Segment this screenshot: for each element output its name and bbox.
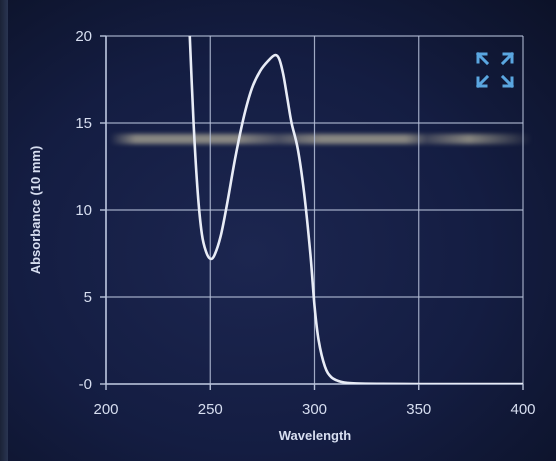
glare-reflection [110,134,532,144]
y-tick-labels: -0 5 10 15 20 [75,28,92,393]
y-tick-label: 10 [75,202,92,219]
expand-button[interactable] [474,50,516,90]
y-tick-label: 20 [75,28,92,45]
chart-series [188,36,523,384]
x-tick-label: 400 [510,401,535,418]
x-axis-title: Wavelength [279,428,352,443]
x-tick-label: 350 [406,401,431,418]
x-tick-labels: 200 250 300 350 400 [93,401,535,418]
x-tick-label: 200 [93,401,118,418]
y-tick-label: 5 [84,289,92,306]
x-tick-label: 300 [302,401,327,418]
screen-bezel [0,0,8,461]
y-tick-label: -0 [79,376,92,393]
y-axis-title: Absorbance (10 mm) [28,146,43,275]
chart-axes [100,35,524,390]
y-tick-label: 15 [75,115,92,132]
x-tick-label: 250 [198,401,223,418]
absorbance-series-line [188,36,523,384]
chart-grid [105,35,524,385]
expand-arrows-icon [475,51,515,89]
